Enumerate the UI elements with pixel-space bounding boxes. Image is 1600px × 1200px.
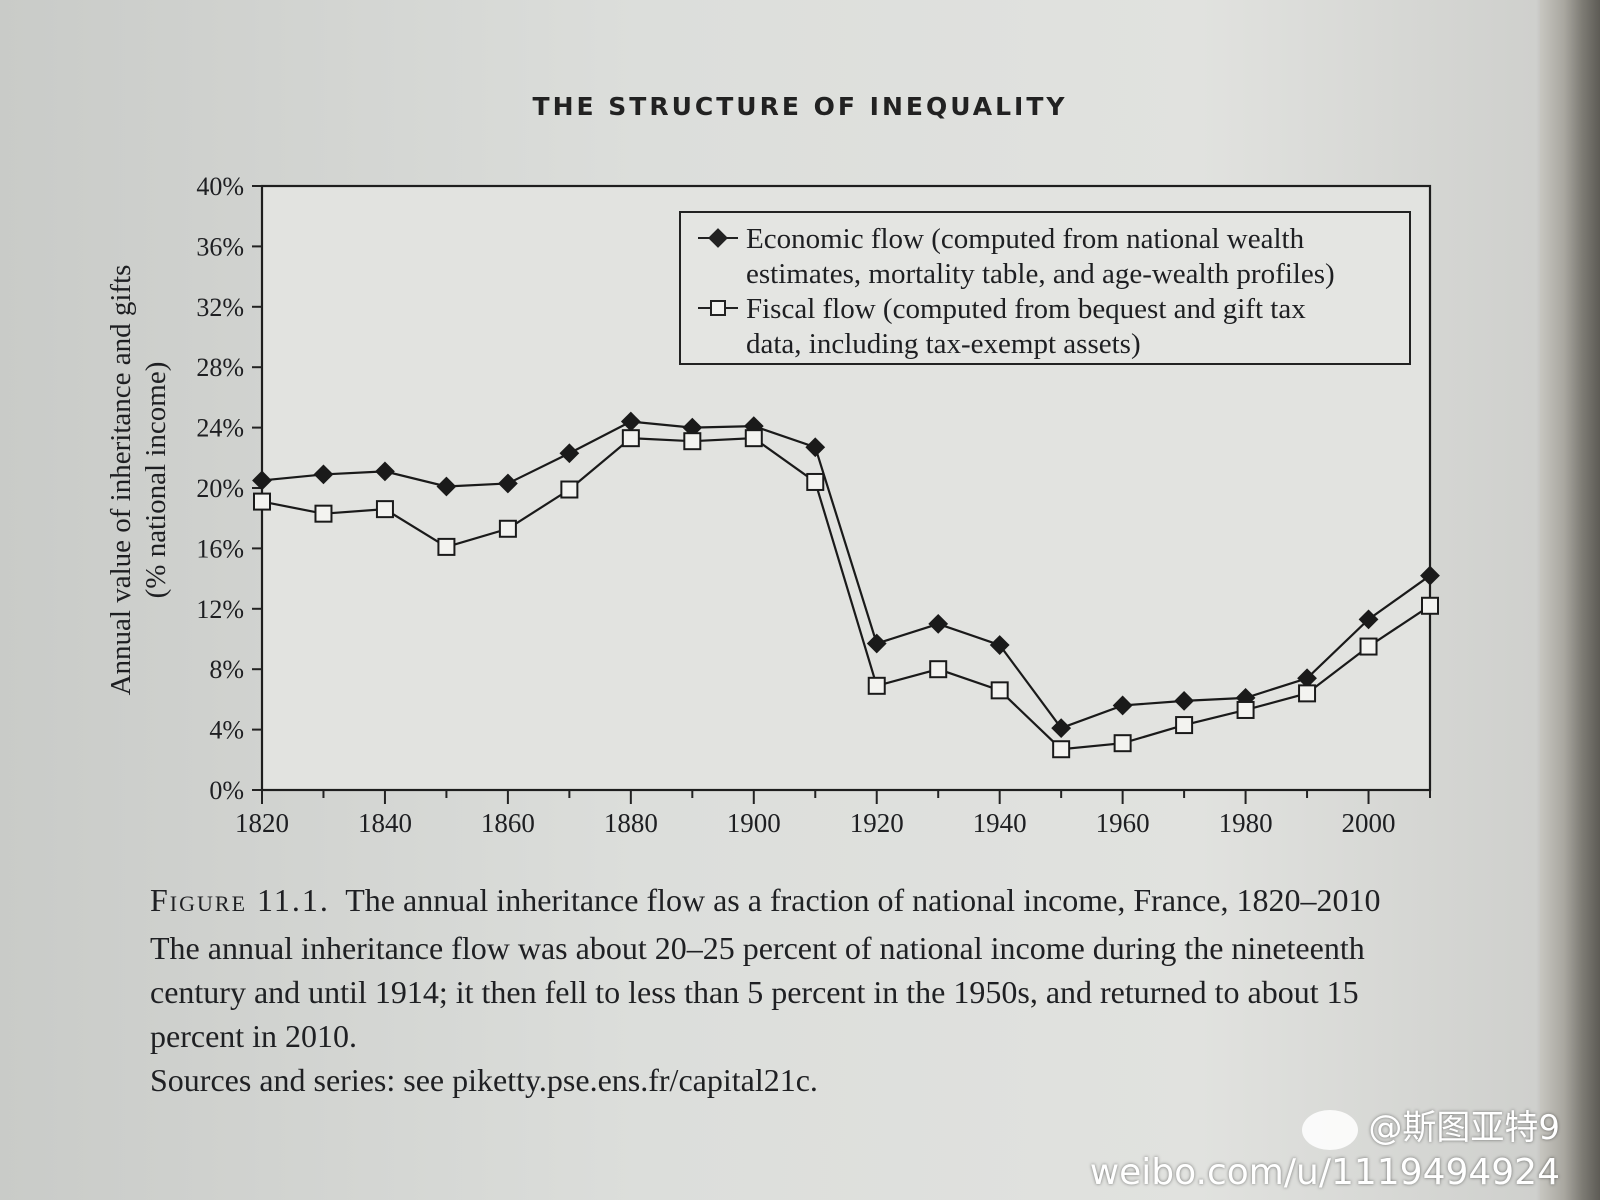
economic-flow-point [1051, 718, 1072, 738]
legend-economic-line2: estimates, mortality table, and age-weal… [746, 258, 1335, 290]
x-tick-label: 1980 [1219, 808, 1273, 838]
fiscal-flow-point [375, 500, 394, 519]
x-tick-label: 1960 [1096, 808, 1150, 838]
economic-flow-point [805, 437, 826, 458]
economic-flow-line [261, 420, 1431, 730]
economic-flow-point [866, 633, 887, 654]
y-tick-label: 20% [196, 474, 244, 503]
fiscal-flow-point [1421, 596, 1439, 615]
legend-economic-line1: Economic flow (computed from national we… [746, 223, 1305, 255]
fiscal-flow-point [1052, 740, 1071, 759]
fiscal-flow-point [683, 432, 702, 451]
fiscal-flow-point [929, 660, 948, 679]
y-tick-label: 0% [209, 776, 244, 805]
caption-body: The annual inheritance flow was about 20… [150, 930, 1365, 1054]
legend-box [679, 211, 1411, 365]
y-axis-label: Annual value of inheritance and gifts [105, 265, 137, 696]
x-tick-label: 1820 [235, 808, 289, 838]
economic-flow-point [252, 470, 272, 491]
fiscal-flow-point [1236, 700, 1255, 719]
economic-flow-point [1358, 609, 1379, 630]
economic-flow-point [928, 614, 949, 634]
fiscal-flow-point [253, 492, 271, 511]
economic-flow-point [989, 635, 1010, 655]
fiscal-flow-point [867, 676, 886, 695]
running-header: THE STRUCTURE OF INEQUALITY [532, 92, 1068, 121]
x-tick-label: 1940 [973, 808, 1027, 838]
y-tick-label: 36% [196, 232, 244, 261]
fiscal-flow-point [990, 681, 1009, 700]
x-tick-label: 1900 [727, 808, 781, 838]
legend: Economic flow (computed from national we… [679, 211, 1411, 365]
fiscal-flow-point [437, 537, 456, 556]
weibo-watermark: @斯图亚特9 weibo.com/u/1119494924 [1090, 1100, 1560, 1193]
watermark-handle-row: @斯图亚特9 [1090, 1100, 1560, 1150]
economic-flow-point [1420, 565, 1440, 586]
economic-flow-point [313, 464, 334, 485]
economic-flow-point [497, 473, 518, 494]
fiscal-flow-point [314, 504, 333, 523]
x-tick-label: 1840 [358, 808, 412, 838]
fiscal-flow-point [560, 480, 579, 499]
fiscal-flow-line [261, 437, 1431, 751]
legend-fiscal-marker [710, 300, 726, 316]
x-tick-label: 1880 [604, 808, 658, 838]
y-axis-ticks: 0% 4% 8% 12% 16% 20% 24% 28% 32% 36% 40% [196, 172, 262, 805]
fiscal-flow-point [1175, 716, 1194, 735]
legend-fiscal-line2: data, including tax-exempt assets) [746, 328, 1141, 360]
economic-flow-point [375, 461, 395, 482]
economic-flow-point [1112, 695, 1133, 716]
x-tick-label: 1860 [481, 808, 535, 838]
economic-flow-point [436, 476, 457, 497]
watermark-url: weibo.com/u/1119494924 [1089, 1151, 1560, 1193]
y-tick-label: 32% [196, 293, 244, 322]
page-edge [1540, 0, 1600, 1200]
economic-flow-point [559, 443, 580, 464]
figure-caption: Figure 11.1. The annual inheritance flow… [150, 878, 1420, 1102]
y-tick-label: 24% [196, 414, 244, 443]
y-tick-label: 12% [196, 595, 244, 624]
watermark-handle: @斯图亚特9 [1368, 1108, 1560, 1148]
figure-label: Figure 11.1. [150, 882, 330, 918]
economic-flow-point [1174, 691, 1195, 711]
caption-sources: Sources and series: see piketty.pse.ens.… [150, 1062, 818, 1098]
y-tick-label: 28% [196, 353, 244, 382]
y-tick-label: 8% [209, 655, 244, 684]
legend-fiscal-line1: Fiscal flow (computed from bequest and g… [746, 293, 1306, 325]
fiscal-flow-point [1298, 684, 1317, 703]
y-axis-label-group: Annual value of inheritance and gifts (%… [105, 265, 172, 696]
y-tick-label: 16% [196, 534, 244, 563]
y-tick-label: 4% [209, 716, 244, 745]
weibo-logo-icon [1302, 1109, 1359, 1150]
y-axis-sublabel: (% national income) [140, 362, 172, 599]
fiscal-flow-point [1359, 637, 1378, 656]
economic-flow-point [620, 411, 641, 432]
figure-title: The annual inheritance flow as a fractio… [345, 882, 1381, 918]
fiscal-flow-point [498, 519, 517, 538]
fiscal-flow-point [806, 472, 825, 491]
inheritance-flow-chart: 0%4%8%12%16%20%24%28%32%36%40% 1820 1840 1… [105, 172, 1440, 838]
x-tick-label: 2000 [1342, 808, 1396, 838]
fiscal-flow-point [1113, 734, 1132, 753]
x-axis-ticks: 1820 1840 1860 1880 1900 1920 1940 1960 1980 2000 [235, 790, 1431, 838]
fiscal-flow-point [744, 429, 763, 448]
x-tick-label: 1920 [850, 808, 904, 838]
fiscal-flow-point [621, 429, 640, 448]
caption-title-line: Figure 11.1. The annual inheritance flow… [150, 878, 1420, 922]
y-tick-label: 40% [196, 172, 244, 201]
economic-flow-point [1297, 668, 1317, 689]
series-layer [252, 411, 1440, 759]
